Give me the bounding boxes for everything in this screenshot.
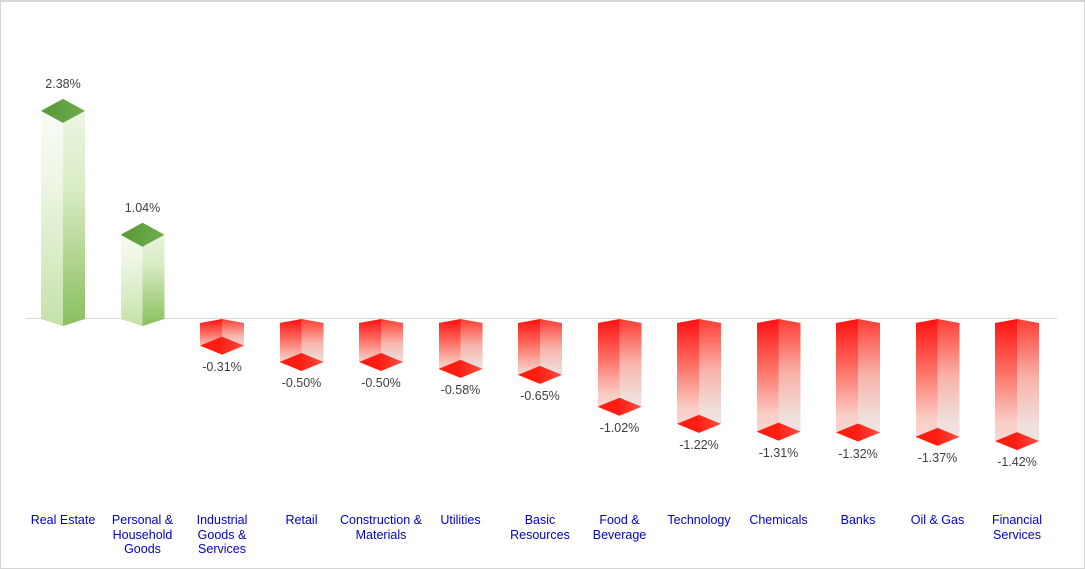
bar-technology bbox=[677, 319, 721, 433]
category-label-banks: Banks bbox=[840, 513, 876, 527]
value-label-retail: -0.50% bbox=[281, 376, 322, 390]
value-label-banks: -1.32% bbox=[838, 446, 878, 461]
category-label-utilities: Utilities bbox=[440, 513, 481, 527]
bar-construction-materials bbox=[359, 319, 403, 371]
value-label-personal-household-goods: 1.04% bbox=[124, 200, 161, 215]
category-label-technology: Technology bbox=[667, 513, 731, 527]
value-label-oil-gas: -1.37% bbox=[917, 450, 958, 465]
x-axis-line bbox=[26, 318, 1057, 319]
bar-oil-gas bbox=[916, 319, 960, 446]
bar-real-estate bbox=[41, 98, 85, 326]
category-label-chemicals: Chemicals bbox=[749, 513, 808, 527]
bar-financial-services bbox=[995, 319, 1039, 450]
category-label-construction-materials: Construction & Materials bbox=[340, 513, 422, 542]
category-label-oil-gas: Oil & Gas bbox=[910, 513, 965, 527]
bar-chemicals bbox=[757, 319, 801, 441]
value-label-basic-resources: -0.65% bbox=[520, 388, 560, 403]
value-label-real-estate: 2.38% bbox=[45, 76, 81, 91]
value-label-construction-materials: -0.50% bbox=[361, 376, 401, 390]
category-label-food-beverage: Food & Beverage bbox=[592, 513, 647, 542]
category-label-personal-household-goods: Personal & Household Goods bbox=[111, 513, 174, 556]
category-label-financial-services: Financial Services bbox=[991, 513, 1043, 542]
bar-retail bbox=[280, 319, 324, 371]
value-label-chemicals: -1.31% bbox=[758, 445, 799, 460]
value-label-technology: -1.22% bbox=[679, 437, 719, 452]
bar-utilities bbox=[439, 319, 483, 378]
value-label-financial-services: -1.42% bbox=[997, 455, 1037, 470]
value-label-food-beverage: -1.02% bbox=[599, 420, 640, 435]
bar-banks bbox=[836, 319, 880, 442]
bar-industrial-goods-services bbox=[200, 319, 244, 355]
bar-personal-household-goods bbox=[120, 222, 165, 326]
category-label-real-estate: Real Estate bbox=[30, 513, 96, 527]
category-label-industrial-goods-services: Industrial Goods & Services bbox=[196, 513, 248, 556]
bar-basic-resources bbox=[518, 319, 562, 384]
value-label-industrial-goods-services: -0.31% bbox=[202, 359, 242, 374]
bar-food-beverage bbox=[598, 319, 642, 416]
category-label-basic-resources: Basic Resources bbox=[510, 513, 570, 542]
value-label-utilities: -0.58% bbox=[440, 382, 481, 397]
category-label-retail: Retail bbox=[285, 513, 318, 527]
